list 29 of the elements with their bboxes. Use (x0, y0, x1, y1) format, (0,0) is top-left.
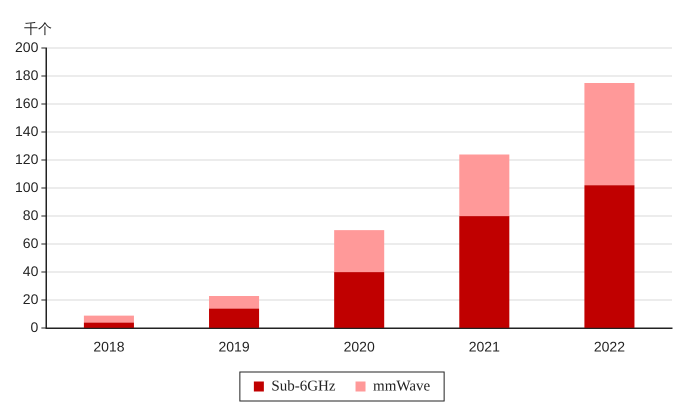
legend-label: Sub-6GHz (271, 378, 336, 394)
bar (209, 308, 260, 328)
bar (209, 296, 260, 309)
bar (84, 316, 134, 323)
y-tick-label: 80 (22, 206, 39, 223)
bar (459, 154, 510, 216)
y-tick-label: 140 (15, 122, 39, 139)
bar (334, 230, 384, 272)
x-tick-label: 2021 (468, 338, 500, 354)
y-tick-label: 40 (22, 263, 39, 280)
y-tick-label: 120 (15, 150, 39, 167)
bar (459, 216, 510, 328)
bar (334, 272, 384, 328)
y-axis-title: 千个 (24, 22, 52, 38)
y-tick-label: 20 (22, 291, 39, 308)
bar (584, 185, 634, 328)
legend-label: mmWave (373, 378, 430, 394)
y-tick-label: 60 (22, 235, 39, 251)
x-tick-label: 2022 (594, 338, 626, 354)
y-tick-label: 160 (15, 94, 39, 111)
bar (584, 83, 634, 186)
y-tick-label: 180 (15, 66, 39, 83)
y-tick-label: 200 (15, 38, 39, 55)
x-tick-label: 2020 (344, 338, 375, 354)
y-tick-label: 100 (15, 178, 39, 195)
bar (84, 322, 134, 328)
x-tick-label: 2019 (218, 338, 250, 354)
y-tick-label: 0 (30, 319, 39, 336)
x-tick-label: 2018 (93, 338, 125, 354)
